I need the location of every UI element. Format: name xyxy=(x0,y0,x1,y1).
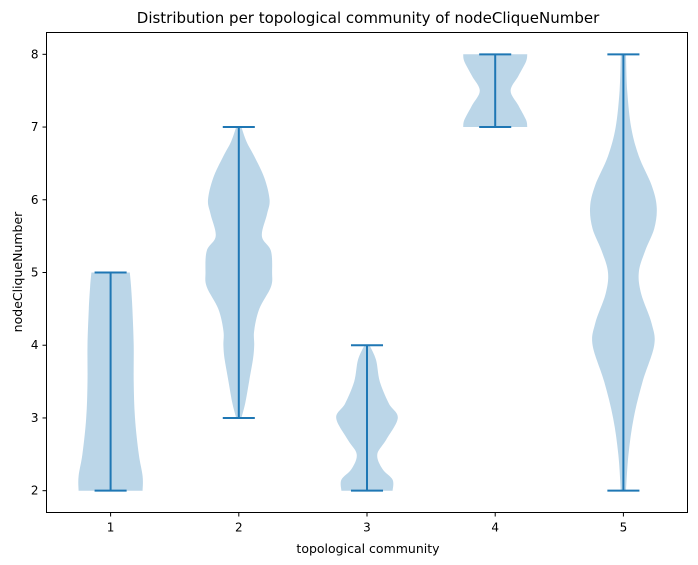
y-tick-label-8: 8 xyxy=(31,47,39,61)
x-axis-label: topological community xyxy=(296,541,440,556)
x-tick-label-5: 5 xyxy=(620,521,628,535)
x-tick-label-3: 3 xyxy=(363,521,371,535)
y-axis-label: nodeCliqueNumber xyxy=(10,211,25,332)
y-tick-label-3: 3 xyxy=(31,411,39,425)
y-axis-ticks: 2 3 4 5 6 7 8 xyxy=(31,47,47,498)
x-tick-label-1: 1 xyxy=(107,521,115,535)
chart-title: Distribution per topological community o… xyxy=(137,9,600,27)
x-tick-label-2: 2 xyxy=(235,521,243,535)
y-tick-label-2: 2 xyxy=(31,484,39,498)
x-tick-label-4: 4 xyxy=(491,521,499,535)
y-tick-label-5: 5 xyxy=(31,266,39,280)
y-tick-label-4: 4 xyxy=(31,338,39,352)
whisker-layer xyxy=(94,53,640,492)
violin-layer xyxy=(78,54,657,491)
y-tick-label-7: 7 xyxy=(31,120,39,134)
x-axis-ticks: 1 2 3 4 5 xyxy=(107,512,628,535)
y-tick-label-6: 6 xyxy=(31,193,39,207)
